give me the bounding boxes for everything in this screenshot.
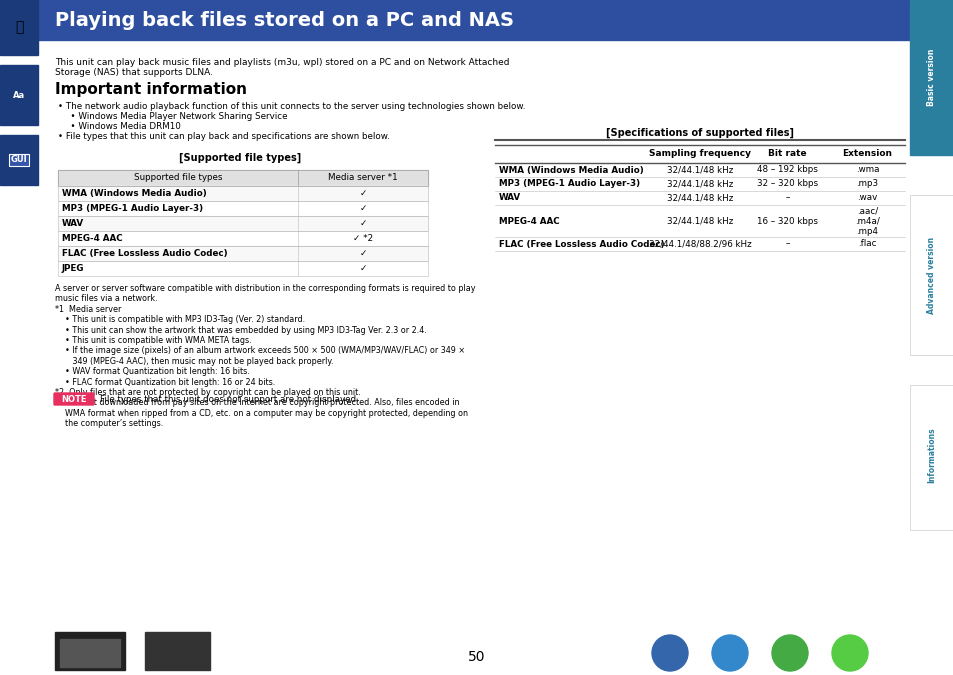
- Bar: [0, 0, 38, 55]
- Text: 48 – 192 kbps: 48 – 192 kbps: [757, 165, 817, 175]
- Text: MP3 (MPEG-1 Audio Layer-3): MP3 (MPEG-1 Audio Layer-3): [498, 180, 639, 188]
- Text: Media server *1: Media server *1: [328, 173, 397, 182]
- Bar: [58, 170, 428, 186]
- Bar: [58, 231, 428, 246]
- Text: WAV: WAV: [498, 194, 520, 202]
- Text: 32/44.1/48 kHz: 32/44.1/48 kHz: [666, 194, 733, 202]
- Text: • Windows Media Player Network Sharing Service: • Windows Media Player Network Sharing S…: [65, 112, 287, 121]
- Text: ✓: ✓: [359, 264, 366, 273]
- Text: 📖: 📖: [15, 20, 23, 34]
- Text: Important information: Important information: [55, 82, 247, 97]
- Bar: [58, 216, 428, 231]
- Text: ✓: ✓: [359, 189, 366, 198]
- Text: GUI: GUI: [10, 155, 28, 165]
- Text: WMA (Windows Media Audio): WMA (Windows Media Audio): [498, 165, 643, 175]
- Text: .wma: .wma: [855, 165, 879, 175]
- Text: Informations: Informations: [926, 427, 936, 483]
- Text: FLAC (Free Lossless Audio Codec): FLAC (Free Lossless Audio Codec): [62, 249, 228, 258]
- Text: FLAC (Free Lossless Audio Codec): FLAC (Free Lossless Audio Codec): [498, 240, 664, 248]
- Text: Basic version: Basic version: [926, 49, 936, 106]
- Text: ✓ *2: ✓ *2: [353, 234, 373, 243]
- Text: MPEG-4 AAC: MPEG-4 AAC: [498, 217, 559, 225]
- Text: .mp3: .mp3: [856, 180, 878, 188]
- Bar: [58, 261, 428, 276]
- Text: 32/44.1/48 kHz: 32/44.1/48 kHz: [666, 217, 733, 225]
- Bar: [909, 385, 953, 530]
- Text: NOTE: NOTE: [61, 394, 87, 404]
- Text: A server or server software compatible with distribution in the corresponding fo: A server or server software compatible w…: [55, 284, 475, 428]
- Bar: [0, 65, 38, 125]
- Text: [Specifications of supported files]: [Specifications of supported files]: [605, 128, 793, 138]
- Bar: [909, 385, 953, 530]
- Text: ✓: ✓: [359, 219, 366, 228]
- Bar: [909, 0, 953, 155]
- Bar: [58, 261, 428, 276]
- Text: • The network audio playback function of this unit connects to the server using : • The network audio playback function of…: [58, 102, 525, 111]
- Text: MP3 (MPEG-1 Audio Layer-3): MP3 (MPEG-1 Audio Layer-3): [62, 204, 203, 213]
- Bar: [58, 216, 428, 231]
- Text: 32/44.1/48 kHz: 32/44.1/48 kHz: [666, 180, 733, 188]
- Bar: [58, 186, 428, 201]
- Circle shape: [711, 635, 747, 671]
- Circle shape: [651, 635, 687, 671]
- Text: –: –: [784, 240, 789, 248]
- Bar: [58, 201, 428, 216]
- Text: • Windows Media DRM10: • Windows Media DRM10: [65, 122, 181, 131]
- Bar: [55, 632, 125, 670]
- Bar: [38, 0, 909, 40]
- Text: Advanced version: Advanced version: [926, 236, 936, 314]
- Text: Sampling frequency: Sampling frequency: [648, 149, 750, 159]
- Bar: [909, 195, 953, 355]
- Bar: [58, 246, 428, 261]
- Text: 32 – 320 kbps: 32 – 320 kbps: [756, 180, 818, 188]
- Bar: [58, 231, 428, 246]
- Text: 32/44.1/48 kHz: 32/44.1/48 kHz: [666, 165, 733, 175]
- Text: WAV: WAV: [62, 219, 84, 228]
- Text: Bit rate: Bit rate: [767, 149, 806, 159]
- Text: .flac: .flac: [858, 240, 876, 248]
- Text: .wav: .wav: [857, 194, 877, 202]
- FancyBboxPatch shape: [54, 393, 94, 405]
- Text: JPEG: JPEG: [62, 264, 85, 273]
- Text: Extension: Extension: [841, 149, 892, 159]
- Text: 16 – 320 kbps: 16 – 320 kbps: [757, 217, 817, 225]
- Text: .aac/
.m4a/
.mp4: .aac/ .m4a/ .mp4: [854, 206, 879, 236]
- Text: ✓: ✓: [359, 204, 366, 213]
- Bar: [58, 170, 428, 186]
- Text: –: –: [784, 194, 789, 202]
- Bar: [58, 201, 428, 216]
- Text: Supported file types: Supported file types: [133, 173, 222, 182]
- Text: ✓: ✓: [359, 249, 366, 258]
- Circle shape: [771, 635, 807, 671]
- Text: Playing back files stored on a PC and NAS: Playing back files stored on a PC and NA…: [55, 11, 514, 30]
- Text: MPEG-4 AAC: MPEG-4 AAC: [62, 234, 123, 243]
- Text: File types that this unit does not support are not displayed.: File types that this unit does not suppo…: [100, 394, 358, 404]
- Bar: [145, 632, 210, 670]
- Bar: [909, 195, 953, 355]
- Text: This unit can play back music files and playlists (m3u, wpl) stored on a PC and : This unit can play back music files and …: [55, 58, 509, 78]
- Text: 32/44.1/48/88.2/96 kHz: 32/44.1/48/88.2/96 kHz: [648, 240, 751, 248]
- Bar: [60, 639, 120, 667]
- Bar: [58, 186, 428, 201]
- Text: [Supported file types]: [Supported file types]: [178, 153, 301, 163]
- Text: Aa: Aa: [13, 90, 25, 99]
- Bar: [0, 135, 38, 185]
- Bar: [58, 246, 428, 261]
- Text: • File types that this unit can play back and specifications are shown below.: • File types that this unit can play bac…: [58, 132, 390, 141]
- Circle shape: [831, 635, 867, 671]
- Text: 50: 50: [468, 650, 485, 664]
- Text: WMA (Windows Media Audio): WMA (Windows Media Audio): [62, 189, 207, 198]
